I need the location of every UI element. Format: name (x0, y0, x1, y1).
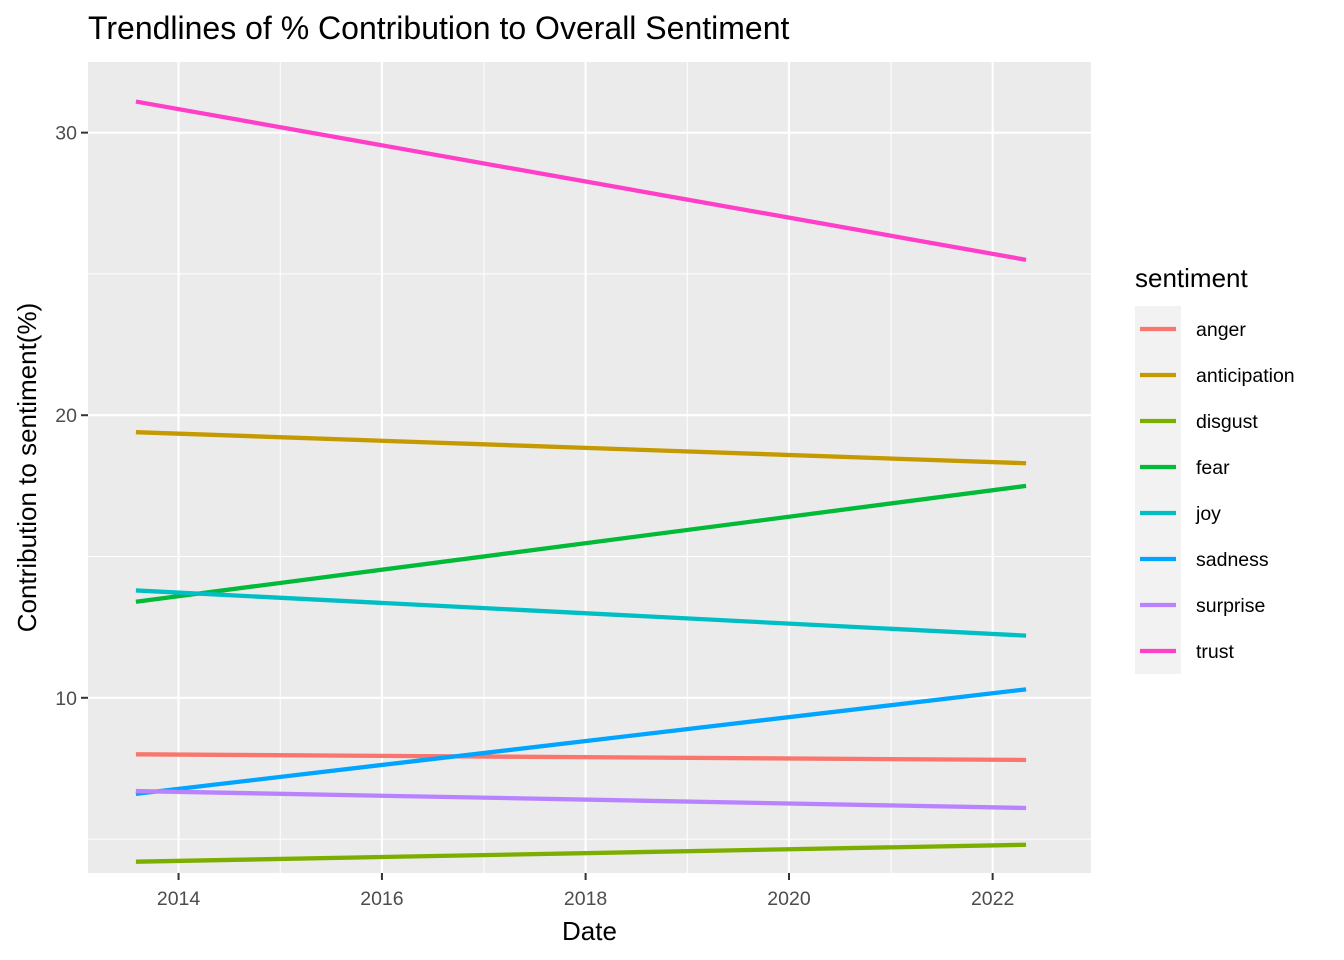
legend-label: anticipation (1196, 365, 1295, 387)
chart-title: Trendlines of % Contribution to Overall … (88, 10, 789, 46)
y-tick-label: 30 (55, 123, 77, 145)
series-line-disgust (135, 842, 1027, 864)
x-tick-label: 2020 (767, 888, 811, 910)
legend-label: fear (1196, 457, 1230, 479)
x-tick-label: 2016 (360, 888, 403, 910)
legend-label: joy (1195, 503, 1221, 525)
legend-label: surprise (1196, 595, 1265, 617)
series-lines (135, 99, 1027, 864)
plot-panel (88, 62, 1091, 873)
grid-major (88, 62, 1091, 873)
y-tick-label: 10 (55, 688, 77, 710)
legend: sentiment anger anticipation disgust fear jo… (1135, 263, 1295, 674)
x-axis: 2014 2016 2018 2020 2022 (157, 873, 1014, 910)
legend-label: sadness (1196, 549, 1269, 571)
series-line-trust (135, 99, 1027, 262)
x-tick-label: 2018 (564, 888, 607, 910)
series-line-sadness (135, 687, 1027, 797)
series-line-anticipation (135, 430, 1027, 466)
grid-minor (88, 62, 1091, 873)
series-line-joy (135, 588, 1027, 638)
legend-label: disgust (1196, 411, 1258, 433)
legend-title: sentiment (1135, 263, 1248, 293)
series-line-fear (135, 483, 1027, 604)
x-tick-label: 2014 (157, 888, 201, 910)
y-axis-title: Contribution to sentiment(%) (12, 303, 42, 632)
legend-key-background (1135, 306, 1181, 674)
legend-label: trust (1196, 641, 1235, 663)
series-line-anger (135, 752, 1027, 763)
x-axis-title: Date (562, 916, 617, 946)
x-tick-label: 2022 (971, 888, 1014, 910)
y-tick-label: 20 (55, 405, 77, 427)
legend-label: anger (1196, 319, 1246, 341)
legend-items: anger anticipation disgust fear joy sadness su… (1140, 319, 1295, 663)
series-line-surprise (135, 788, 1027, 811)
y-axis: 10 20 30 (55, 123, 88, 710)
